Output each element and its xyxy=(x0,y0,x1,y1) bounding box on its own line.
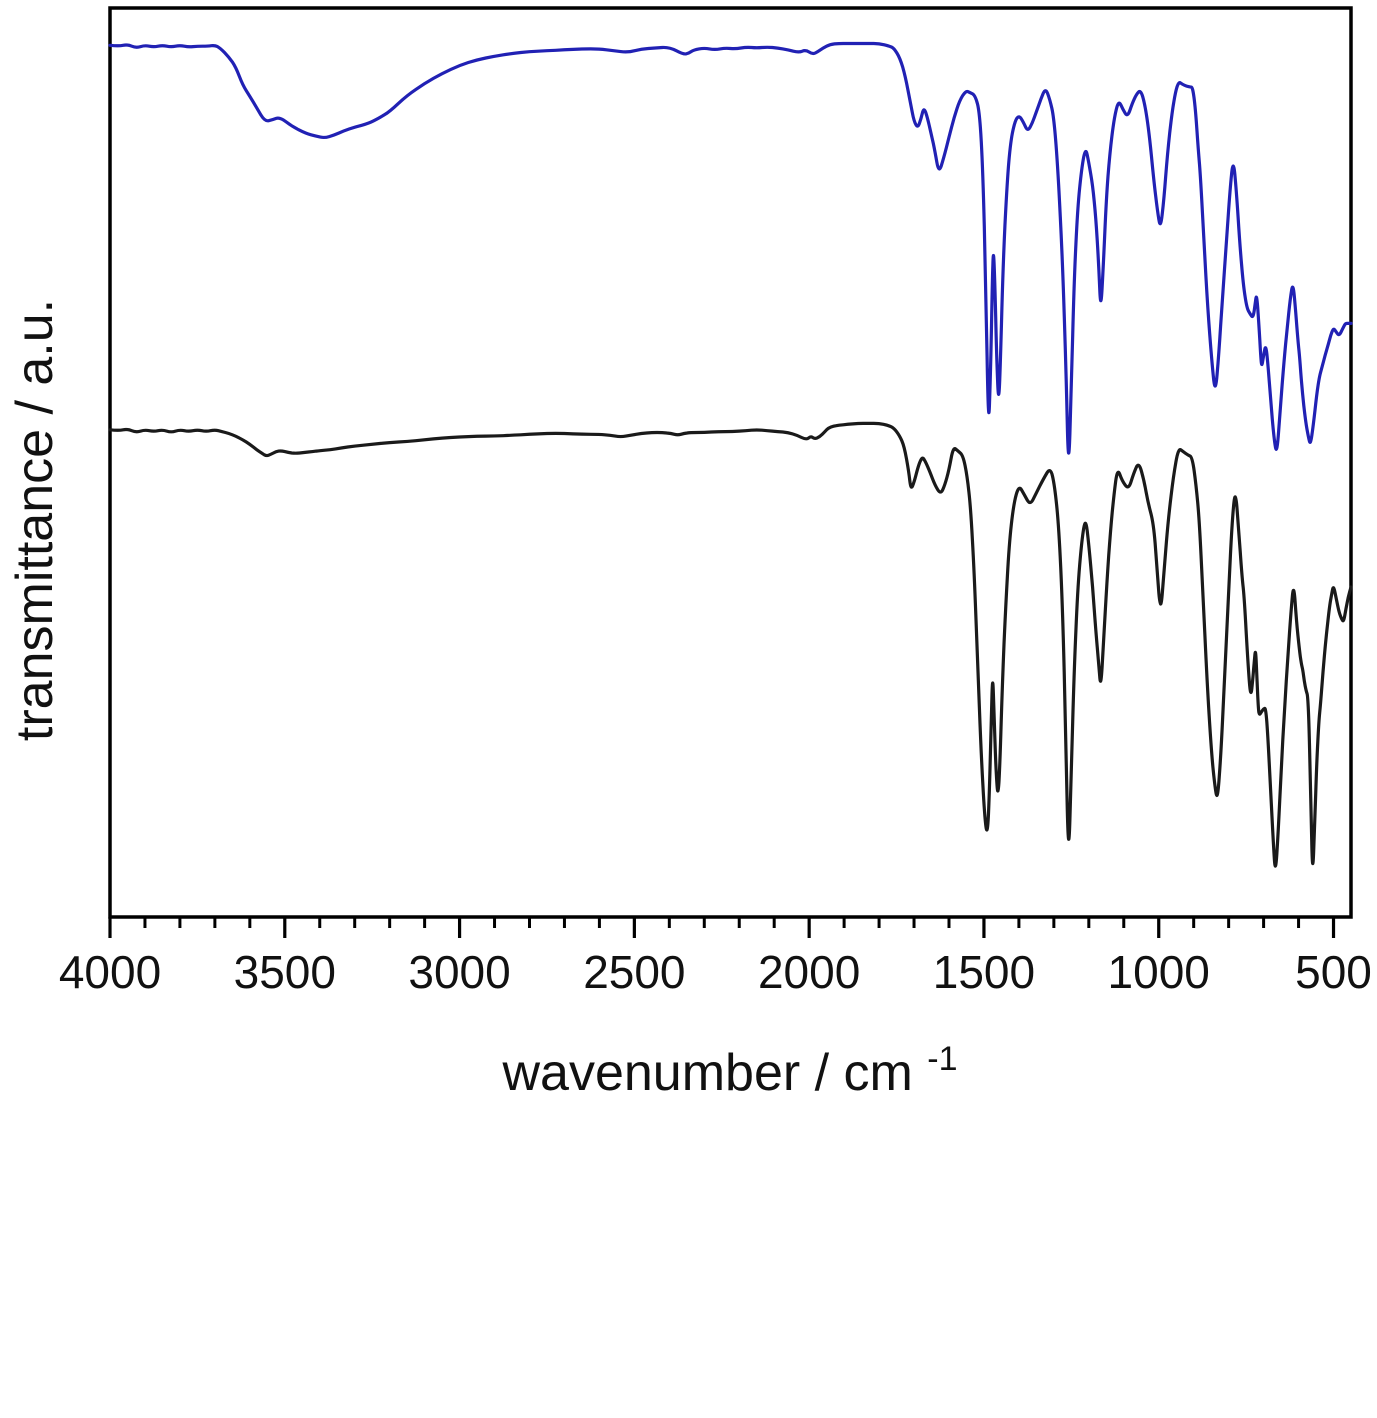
x-tick-label: 500 xyxy=(1295,946,1372,998)
x-axis-label-superscript: -1 xyxy=(927,1040,957,1078)
x-tick-label: 4000 xyxy=(59,946,161,998)
x-tick-label: 3000 xyxy=(408,946,510,998)
x-axis-label-main: wavenumber / cm xyxy=(501,1044,912,1102)
x-tick-label: 2500 xyxy=(583,946,685,998)
plot-generated-content: 4000 3500 3000 2500 2000 1500 1000 500 xyxy=(59,6,1372,998)
x-axis-label: wavenumber / cm -1 xyxy=(501,1040,957,1102)
plot-frame xyxy=(108,6,1353,919)
x-tick-label: 1000 xyxy=(1108,946,1210,998)
x-tick-label: 3500 xyxy=(234,946,336,998)
spectrum-curve-blue xyxy=(108,41,1353,455)
spectrum-curve-black xyxy=(108,421,1353,868)
x-tick-label: 2000 xyxy=(758,946,860,998)
x-tick-label: 1500 xyxy=(933,946,1035,998)
y-axis-label: transmittance / a.u. xyxy=(6,299,64,741)
